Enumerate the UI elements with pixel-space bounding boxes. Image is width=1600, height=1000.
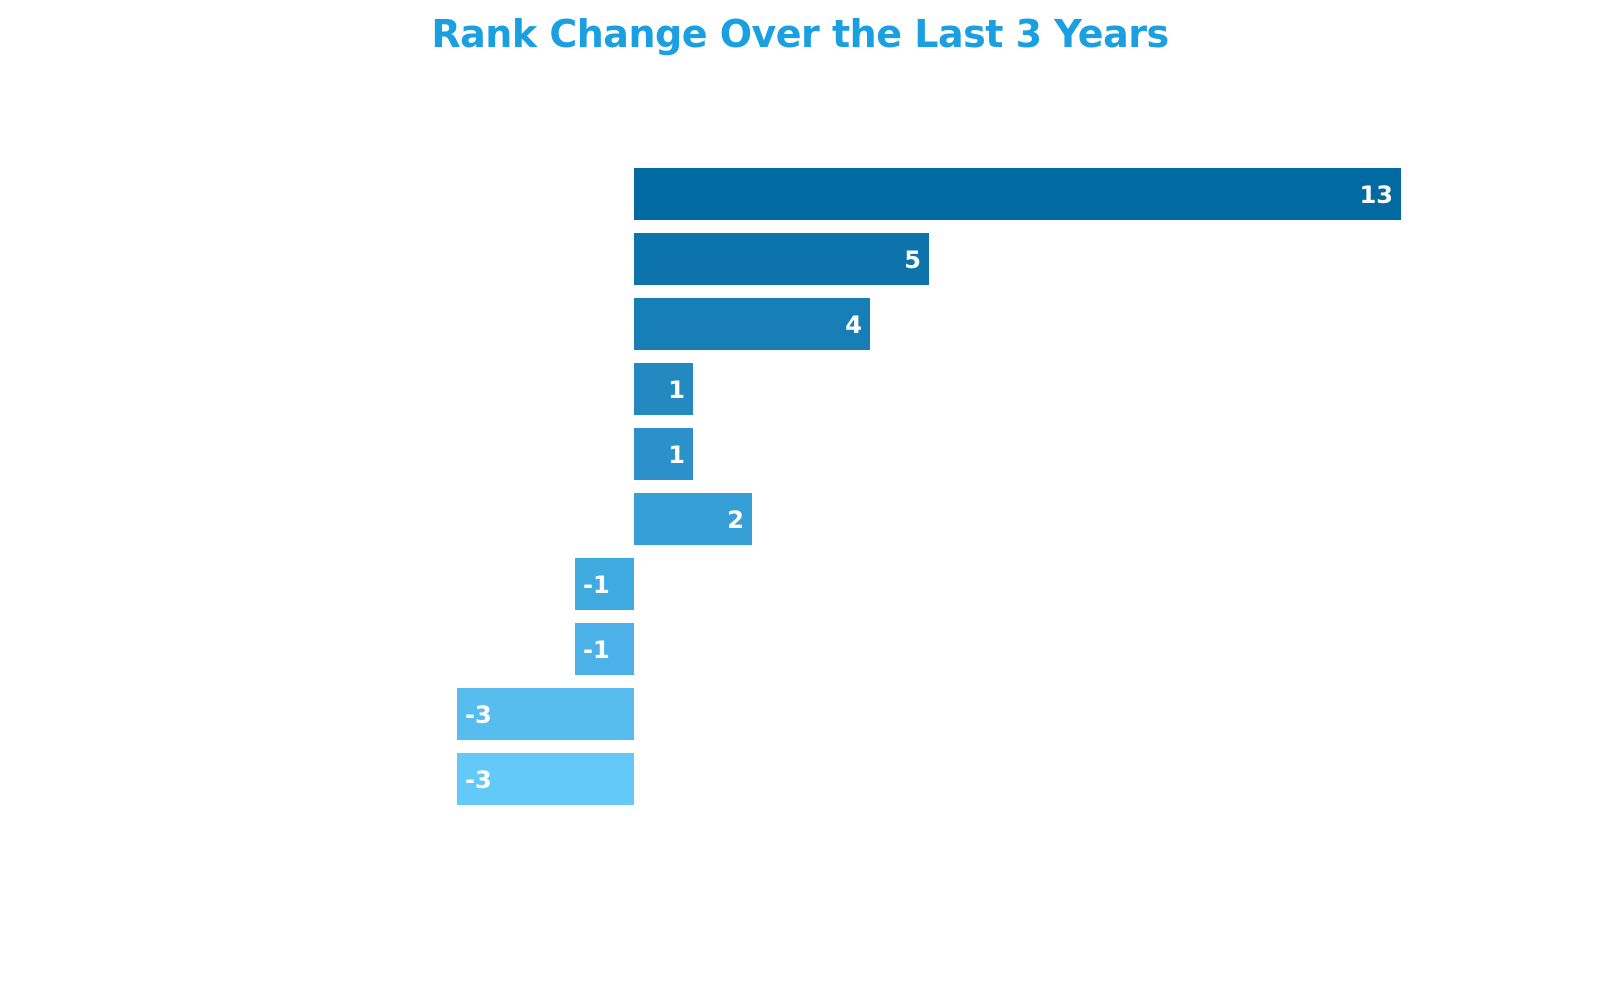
bar-10 [457,753,634,805]
bar-8 [575,623,634,675]
bar-4 [634,363,693,415]
bar-label-10: -3 [465,766,492,794]
bar-label-4: 1 [668,376,685,404]
bar-label-2: 5 [904,246,921,274]
data-labels-group: 13 5 4 1 1 2 -1 -1 -3 -3 [465,181,1393,794]
bar-label-9: -3 [465,701,492,729]
bar-9 [457,688,634,740]
bar-label-1: 13 [1360,181,1393,209]
bars-group [457,168,1401,805]
bar-label-6: 2 [727,506,744,534]
bar-label-7: -1 [583,571,610,599]
bar-label-8: -1 [583,636,610,664]
bar-label-5: 1 [668,441,685,469]
chart-title: Rank Change Over the Last 3 Years [431,12,1169,56]
bar-1 [634,168,1401,220]
bar-label-3: 4 [845,311,862,339]
bar-2 [634,233,929,285]
bar-3 [634,298,870,350]
bar-7 [575,558,634,610]
bar-5 [634,428,693,480]
bar-6 [634,493,752,545]
